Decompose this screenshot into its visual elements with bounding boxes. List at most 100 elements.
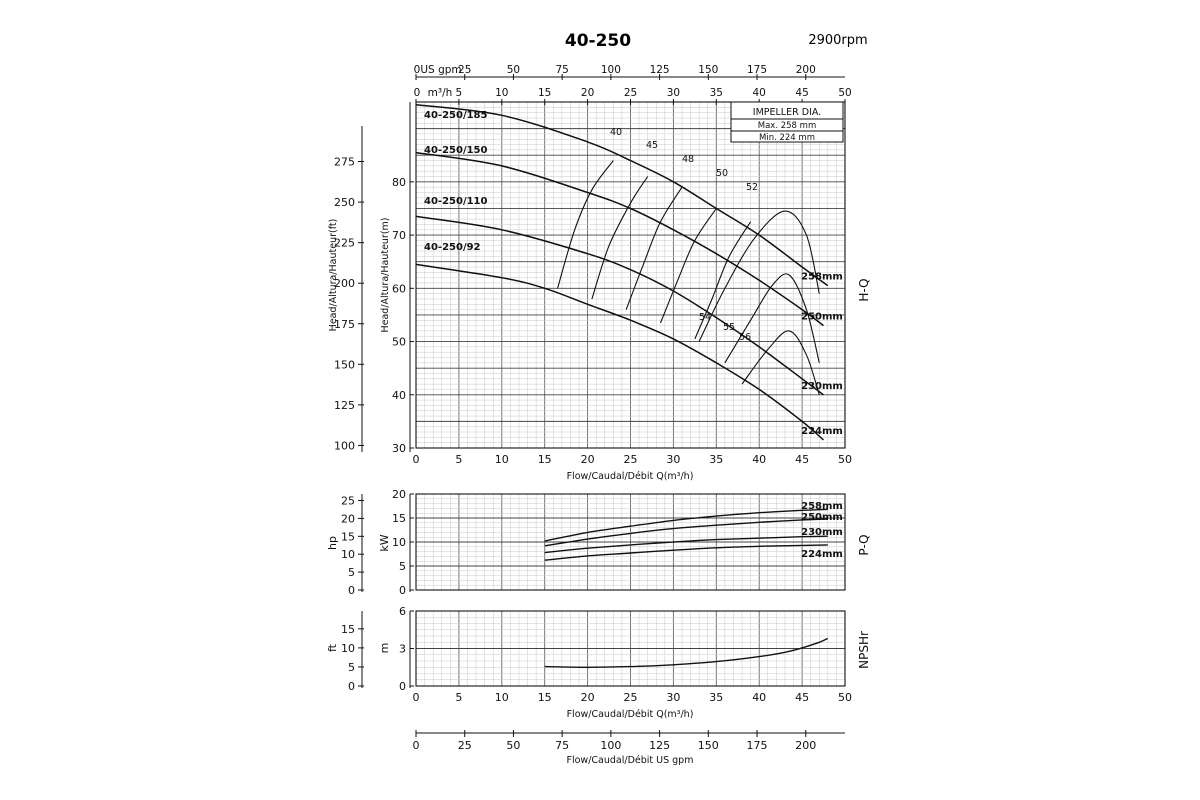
top-axis-m3h-label: m³/h <box>428 87 453 99</box>
efficiency-label-54: 54 <box>699 312 711 323</box>
pq-curve-label-230mm: 230mm <box>801 527 843 538</box>
efficiency-label-56: 56 <box>739 332 751 343</box>
ft-tick-label: 225 <box>334 237 355 250</box>
hp-tick-label: 5 <box>348 566 355 579</box>
npsh-ft-tick-label: 10 <box>341 642 355 655</box>
top-axis-m3h-tick-label: 40 <box>753 87 766 99</box>
npsh-ft-axis-label: ft <box>326 643 339 652</box>
model-annotation: 40-250/185 <box>424 110 488 121</box>
hq-curve-label-250mm: 250mm <box>801 312 843 323</box>
npsh-x-axis-label: Flow/Caudal/Débit Q(m³/h) <box>567 709 694 720</box>
pq-curve-258mm <box>544 508 828 542</box>
top-axis-gpm-tick-label: 125 <box>650 64 670 76</box>
npsh-ft-tick-label: 15 <box>341 623 355 636</box>
bottom-gpm-axis-label: Flow/Caudal/Débit US gpm <box>567 755 694 766</box>
npsh-x-tick-label: 20 <box>581 691 595 704</box>
efficiency-curve-54 <box>698 210 820 342</box>
npsh-x-tick-label: 50 <box>838 691 852 704</box>
bottom-gpm-tick-label: 0 <box>413 739 420 752</box>
pq-curve-250mm <box>544 518 828 547</box>
kw-tick-label: 0 <box>399 584 406 597</box>
efficiency-curve-52 <box>694 221 752 340</box>
efficiency-curve-56 <box>741 330 820 395</box>
hq-curve-250mm <box>415 151 824 327</box>
bottom-gpm-tick-label: 150 <box>698 739 719 752</box>
npsh-m-tick-label: 0 <box>399 680 406 693</box>
top-axis-gpm-tick-label: 0 <box>414 64 421 76</box>
npsh-x-tick-label: 5 <box>455 691 462 704</box>
npsh-ft-tick-label: 0 <box>348 680 355 693</box>
top-axis-gpm-tick-label: 100 <box>601 64 621 76</box>
top-axis-m3h-tick-label: 50 <box>838 87 851 99</box>
x-tick-label: 40 <box>752 453 766 466</box>
y-tick-label: 30 <box>392 442 406 455</box>
kw-axis-label: kW <box>378 534 391 551</box>
pq-curve-label-224mm: 224mm <box>801 549 843 560</box>
npsh-ft-tick-label: 5 <box>348 661 355 674</box>
x-tick-label: 35 <box>709 453 723 466</box>
hp-tick-label: 20 <box>341 512 355 525</box>
bottom-gpm-tick-label: 25 <box>458 739 472 752</box>
ft-tick-label: 275 <box>334 156 355 169</box>
npsh-plot-frame <box>415 610 846 687</box>
efficiency-curve-45 <box>591 176 649 300</box>
top-axis-m3h-tick-label: 30 <box>667 87 680 99</box>
npsh-x-tick-label: 35 <box>709 691 723 704</box>
y-tick-label: 50 <box>392 336 406 349</box>
ft-tick-label: 250 <box>334 196 355 209</box>
y-axis-label-ft: Head/Altura/Hauteur(ft) <box>328 219 339 332</box>
impeller-box-min: Min. 224 mm <box>759 133 815 143</box>
side-label-npshr: NPSHr <box>857 631 871 669</box>
bottom-gpm-tick-label: 100 <box>600 739 621 752</box>
model-annotation: 40-250/110 <box>424 196 488 207</box>
y-axis-label-m: Head/Altura/Hauteur(m) <box>380 217 391 332</box>
y-tick-label: 40 <box>392 389 406 402</box>
side-label-pq: P-Q <box>857 534 871 555</box>
efficiency-label-45: 45 <box>646 140 658 151</box>
x-tick-label: 15 <box>538 453 552 466</box>
top-axis-m3h-tick-label: 20 <box>581 87 594 99</box>
x-tick-label: 10 <box>495 453 509 466</box>
x-tick-label: 0 <box>413 453 420 466</box>
efficiency-curve-50 <box>659 208 717 324</box>
efficiency-label-40: 40 <box>610 127 622 138</box>
ft-tick-label: 100 <box>334 439 355 452</box>
x-tick-label: 20 <box>581 453 595 466</box>
y-tick-label: 60 <box>392 282 406 295</box>
top-axis-m3h-tick-label: 15 <box>538 87 551 99</box>
bottom-gpm-tick-label: 175 <box>747 739 768 752</box>
hp-tick-label: 10 <box>341 548 355 561</box>
efficiency-label-50: 50 <box>716 168 728 179</box>
model-annotation: 40-250/92 <box>424 242 481 253</box>
top-axis-m3h-tick-label: 10 <box>495 87 508 99</box>
hp-tick-label: 0 <box>348 584 355 597</box>
top-axis-gpm-tick-label: 50 <box>507 64 520 76</box>
impeller-box-max: Max. 258 mm <box>758 121 816 131</box>
top-axis-gpm-tick-label: 200 <box>796 64 816 76</box>
efficiency-curve-48 <box>625 186 683 310</box>
x-tick-label: 45 <box>795 453 809 466</box>
x-tick-label: 25 <box>624 453 638 466</box>
model-annotation: 40-250/150 <box>424 145 488 156</box>
pq-plot-frame <box>415 493 846 591</box>
top-axis-m3h-tick-label: 0 <box>414 87 421 99</box>
hq-curve-label-258mm: 258mm <box>801 272 843 283</box>
x-tick-label: 50 <box>838 453 852 466</box>
bottom-gpm-tick-label: 75 <box>555 739 569 752</box>
y-tick-label: 70 <box>392 229 406 242</box>
ft-tick-label: 200 <box>334 277 355 290</box>
hp-tick-label: 15 <box>341 530 355 543</box>
bottom-gpm-tick-label: 50 <box>506 739 520 752</box>
pq-curve-224mm <box>544 544 828 561</box>
top-axis-gpm-label: US gpm <box>420 64 461 76</box>
pq-curve-label-250mm: 250mm <box>801 512 843 523</box>
top-axis-m3h-tick-label: 25 <box>624 87 637 99</box>
hq-curve-258mm <box>415 103 829 287</box>
speed-label: 2900rpm <box>808 33 867 48</box>
impeller-box-title: IMPELLER DIA. <box>753 107 821 118</box>
side-label-hq: H-Q <box>857 278 871 301</box>
efficiency-label-52: 52 <box>746 182 758 193</box>
efficiency-curve-55 <box>724 273 820 364</box>
impeller-box <box>730 101 844 143</box>
